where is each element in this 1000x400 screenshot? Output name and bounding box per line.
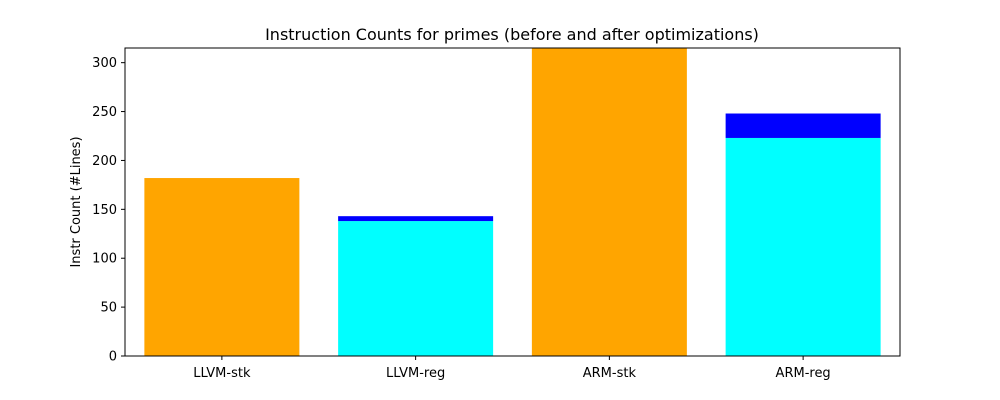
bar-arm-stk-series-0 <box>531 48 687 356</box>
y-axis-ticks: 0 50 100 150 200 250 300 <box>92 56 125 365</box>
y-tick-label: 300 <box>92 56 117 71</box>
bar-arm-reg-series-2 <box>725 113 881 138</box>
x-tick-label: LLVM-stk <box>193 366 251 381</box>
x-tick-label: ARM-stk <box>583 366 637 381</box>
bar-llvm-stk-series-0 <box>144 178 300 356</box>
bar-llvm-reg-series-1 <box>338 221 494 356</box>
y-tick-label: 100 <box>92 252 117 267</box>
bars-group <box>144 48 881 356</box>
y-tick-label: 200 <box>92 154 117 169</box>
y-tick-label: 50 <box>100 301 117 316</box>
y-tick-label: 250 <box>92 105 117 120</box>
y-axis-label: Instr Count (#Lines) <box>69 136 84 267</box>
x-tick-label: ARM-reg <box>776 366 831 381</box>
chart-title: Instruction Counts for primes (before an… <box>265 25 759 44</box>
bar-llvm-reg-series-2 <box>338 216 494 222</box>
y-tick-label: 150 <box>92 203 117 218</box>
bar-arm-reg-series-1 <box>725 137 881 356</box>
x-axis-ticks: LLVM-stk LLVM-reg ARM-stk ARM-reg <box>193 356 831 381</box>
y-tick-label: 0 <box>109 350 117 365</box>
x-tick-label: LLVM-reg <box>386 366 445 381</box>
plot-area-frame <box>124 47 901 357</box>
